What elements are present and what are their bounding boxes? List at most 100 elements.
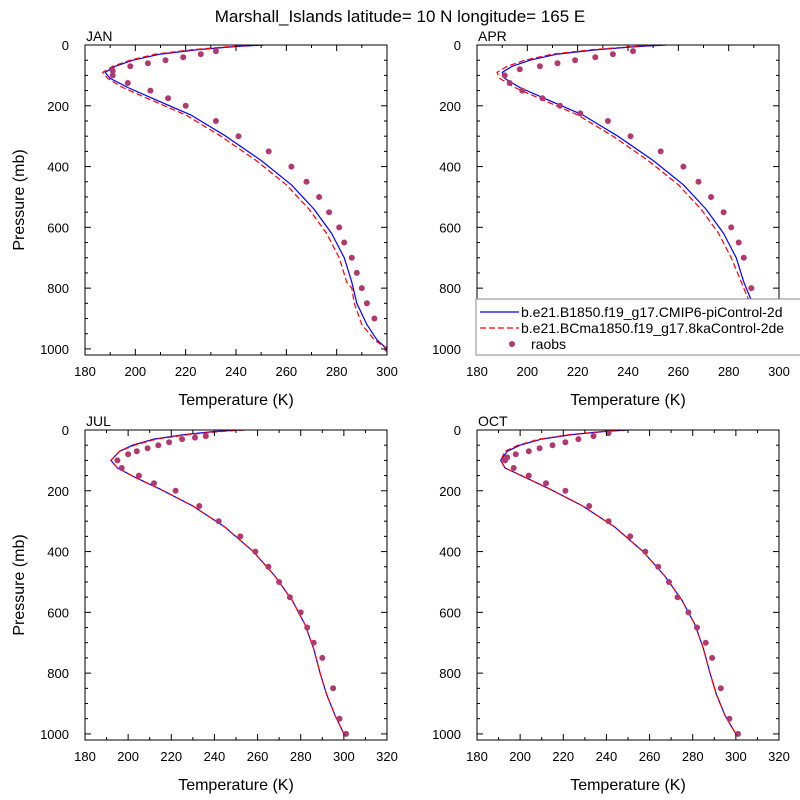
raobs-point — [265, 563, 272, 570]
x-tick-label: 320 — [768, 749, 790, 764]
raobs-point — [735, 730, 741, 737]
x-axis-title: Temperature (K) — [178, 392, 294, 409]
raobs-point — [642, 548, 649, 555]
x-axis-title: Temperature (K) — [570, 392, 686, 409]
x-tick-label: 280 — [326, 364, 348, 379]
raobs-point — [182, 102, 189, 109]
x-axis-title: Temperature (K) — [178, 777, 294, 794]
raobs-point — [536, 445, 543, 452]
raobs-point — [702, 639, 709, 646]
raobs-point — [543, 480, 549, 487]
raobs-point — [562, 487, 569, 494]
x-tick-label: 220 — [160, 749, 182, 764]
raobs-point — [562, 439, 569, 446]
raobs-point — [180, 54, 187, 61]
series-group-oct — [500, 430, 741, 737]
y-tick-label: 800 — [47, 281, 69, 296]
raobs-point — [304, 624, 311, 631]
x-tick-label: 280 — [682, 749, 704, 764]
raobs-point — [510, 465, 517, 471]
raobs-point — [336, 715, 343, 722]
raobs-point — [708, 194, 714, 200]
x-tick-label: 200 — [124, 364, 146, 379]
raobs-point — [685, 609, 692, 616]
x-tick-label: 240 — [225, 364, 247, 379]
raobs-point — [666, 579, 672, 585]
x-tick-label: 300 — [725, 749, 747, 764]
raobs-point — [557, 102, 563, 109]
raobs-point — [512, 451, 519, 458]
raobs-point — [127, 63, 134, 70]
raobs-point — [125, 451, 132, 458]
y-tick-label: 400 — [47, 160, 69, 175]
raobs-point — [728, 224, 735, 231]
panel-oct: 180 200 220 240 260 280 300 320 0 200 400 600 800 100… — [432, 413, 790, 794]
y-tick-label: 200 — [439, 99, 461, 114]
raobs-point — [748, 285, 755, 292]
raobs-point — [605, 430, 612, 436]
legend-label-model-a: b.e21.B1850.f19_g17.CMIP6-piControl-2d — [521, 304, 783, 320]
y-tick-label: 600 — [439, 605, 461, 620]
panel-title: OCT — [478, 413, 508, 429]
raobs-point — [605, 518, 612, 525]
x-tick-label: 300 — [376, 364, 398, 379]
x-tick-label: 260 — [639, 749, 661, 764]
raobs-point — [197, 51, 204, 58]
raobs-point — [319, 654, 326, 661]
raobs-point — [310, 639, 317, 646]
raobs-point — [592, 54, 599, 61]
raobs-point — [215, 518, 222, 525]
raobs-point — [147, 87, 154, 94]
y-tick-label: 200 — [439, 484, 461, 499]
y-tick-label: 1000 — [40, 727, 69, 742]
raobs-point — [604, 118, 611, 124]
raobs-point — [363, 300, 370, 307]
raobs-point — [109, 67, 116, 74]
x-tick-label: 200 — [509, 749, 531, 764]
raobs-point — [501, 72, 508, 79]
model-line-8kaControl — [101, 45, 387, 350]
raobs-point — [286, 594, 293, 601]
raobs-point — [326, 209, 333, 216]
x-tick-label: 280 — [290, 749, 312, 764]
y-tick-label: 800 — [439, 666, 461, 681]
raobs-point — [172, 487, 179, 494]
raobs-point — [506, 80, 513, 86]
plot-frame — [84, 429, 388, 741]
y-tick-label: 600 — [47, 605, 69, 620]
raobs-point — [297, 609, 304, 616]
raobs-point — [709, 654, 716, 661]
model-line-piControl — [104, 45, 387, 350]
raobs-point — [343, 730, 349, 737]
raobs-point — [135, 472, 142, 479]
x-tick-label: 180 — [466, 364, 488, 379]
raobs-point — [536, 63, 543, 70]
raobs-point — [348, 254, 355, 261]
panel-jan: 180 200 220 240 260 280 300 0 200 400 600 800 1000 JA… — [11, 28, 398, 409]
raobs-point — [516, 66, 523, 73]
y-tick-label: 1000 — [432, 342, 461, 357]
raobs-point — [353, 269, 360, 276]
x-tick-label: 260 — [275, 364, 297, 379]
y-tick-label: 0 — [454, 38, 461, 53]
raobs-point — [165, 95, 172, 102]
x-tick-label: 220 — [175, 364, 197, 379]
raobs-point — [554, 60, 561, 67]
x-tick-label: 240 — [617, 364, 639, 379]
raobs-point — [577, 110, 584, 117]
y-tick-label: 0 — [62, 423, 69, 438]
legend-box — [475, 298, 800, 356]
x-tick-label: 300 — [768, 364, 790, 379]
raobs-point — [549, 442, 556, 449]
panel-title: JUL — [86, 413, 111, 429]
panel-title: APR — [478, 28, 507, 44]
y-tick-label: 800 — [47, 666, 69, 681]
y-tick-label: 0 — [454, 423, 461, 438]
raobs-point — [726, 715, 733, 722]
x-tick-label: 180 — [74, 364, 96, 379]
raobs-point — [575, 436, 582, 443]
raobs-point — [358, 285, 365, 292]
raobs-point — [118, 465, 125, 471]
raobs-point — [586, 503, 593, 509]
